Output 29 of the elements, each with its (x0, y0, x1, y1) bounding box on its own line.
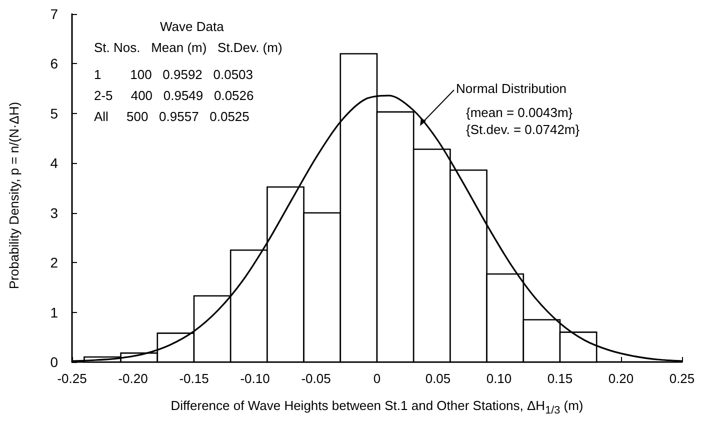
x-tick-label: 0.25 (669, 371, 695, 386)
y-tick-label: 0 (50, 354, 58, 370)
annotation: 1 100 0.9592 0.0503 (94, 67, 254, 82)
x-tick-label: -0.10 (240, 371, 270, 386)
y-tick-label: 1 (50, 304, 58, 320)
annotation: St. Nos. Mean (m) St.Dev. (m) (94, 40, 282, 55)
x-tick-label: 0 (373, 371, 381, 386)
annotation: 2-5 400 0.9549 0.0526 (94, 88, 254, 103)
x-tick-label: 0.20 (608, 371, 634, 386)
x-tick-label: -0.20 (118, 371, 148, 386)
annotation: {St.dev. = 0.0742m} (466, 122, 580, 137)
y-tick-label: 5 (50, 105, 58, 122)
y-tick-label: 4 (50, 155, 58, 172)
x-tick-label: 0.05 (425, 371, 451, 386)
annotation: Wave Data (160, 19, 225, 34)
x-tick-label: -0.15 (179, 371, 209, 386)
x-tick-label: -0.25 (57, 371, 87, 386)
y-tick-label: 2 (50, 254, 58, 271)
y-axis-title: Probability Density, p = n/(N·ΔH) (6, 100, 22, 292)
annotation: Normal Distribution (456, 81, 567, 96)
x-tick-label: 0.10 (486, 371, 512, 386)
annotation: {mean = 0.0043m} (466, 105, 574, 120)
y-tick-label: 3 (50, 204, 58, 221)
y-tick-label: 6 (50, 56, 58, 72)
y-tick-label: 7 (50, 6, 58, 22)
x-tick-label: -0.05 (301, 371, 331, 386)
annotation: All 500 0.9557 0.0525 (94, 109, 250, 124)
x-tick-label: 0.15 (547, 371, 573, 386)
x-axis-title: Difference of Wave Heights between St.1 and Other Stations, ΔH$_{1/3}$ (m) (170, 398, 584, 417)
